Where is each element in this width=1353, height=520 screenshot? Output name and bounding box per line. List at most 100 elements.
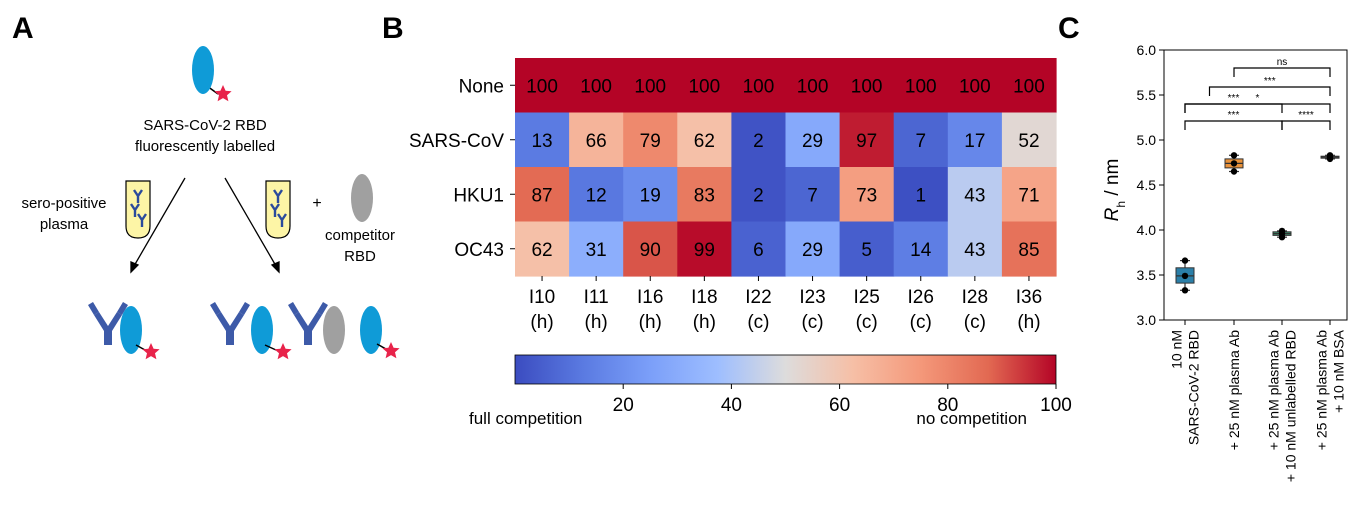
heatmap-cell: 6 (731, 221, 787, 277)
heatmap-column-label: I28 (962, 287, 988, 308)
plus-sign: + (312, 195, 321, 212)
heatmap-cell-fill (569, 112, 624, 168)
heatmap-cell-fill (515, 167, 570, 223)
panel-c-letter: C (1058, 12, 1080, 45)
heatmap-cell-value: 19 (640, 185, 661, 206)
heatmap-cell: 100 (569, 58, 624, 114)
heatmap-cell-fill (785, 112, 841, 168)
heatmap-cell-value: 100 (688, 76, 720, 97)
heatmap-column-sublabel: (c) (910, 312, 932, 333)
heatmap-cell-fill (677, 112, 732, 168)
heatmap-cell-value: 66 (586, 131, 607, 152)
heatmap-cell: 14 (893, 221, 949, 277)
heatmap-cell-value: 79 (640, 131, 661, 152)
heatmap-column-sublabel: (c) (856, 312, 878, 333)
significance-label: *** (1228, 93, 1240, 104)
significance-label: **** (1298, 110, 1314, 121)
heatmap-cell-value: 7 (807, 185, 818, 206)
heatmap-cell-value: 100 (905, 76, 937, 97)
colorbar-tick-label: 20 (613, 395, 634, 416)
heatmap-cell-value: 97 (856, 131, 877, 152)
heatmap-cell: 100 (623, 58, 678, 114)
heatmap-row-label: HKU1 (453, 185, 504, 206)
arrows (130, 177, 280, 274)
heatmap-cell-fill (569, 167, 624, 223)
data-point (1278, 227, 1286, 235)
heatmap-cell: 13 (515, 112, 570, 168)
heatmap-cell-value: 87 (531, 185, 552, 206)
x-tick-label: + 10 nM unlabelled RBD (1283, 330, 1299, 482)
y-tick-label: 5.0 (1137, 132, 1157, 148)
box (1224, 152, 1244, 325)
heatmap-cell: 87 (515, 167, 570, 223)
heatmap-cell: 100 (731, 58, 787, 114)
heatmap-cell: 85 (1001, 221, 1057, 277)
heatmap-cell-value: 13 (531, 131, 552, 152)
heatmap-cell: 66 (569, 112, 624, 168)
heatmap-cell: 100 (677, 58, 732, 114)
box (1175, 257, 1195, 325)
heatmap-cell: 100 (947, 58, 1003, 114)
plasma-tube-right-icon (265, 180, 291, 239)
heatmap-cell-value: 43 (964, 185, 985, 206)
heatmap-cell: 62 (515, 221, 570, 277)
heatmap-cell: 71 (1001, 167, 1057, 223)
rbd-shape (192, 46, 214, 94)
plasma-label-line2: plasma (40, 216, 89, 233)
labelled-rbd-illustration (192, 46, 232, 102)
heatmap-cell: 73 (839, 167, 895, 223)
heatmap-cell-fill (893, 167, 949, 223)
y-axis-label-sub: h (1114, 201, 1128, 208)
heatmap-cell-fill (731, 167, 787, 223)
heatmap-cell-fill (893, 221, 949, 277)
colorbar (514, 354, 1057, 385)
competitor-rbd-shape (351, 174, 373, 222)
significance-bracket: ns (1233, 57, 1331, 77)
panel-c-boxplot: C 3.03.54.04.55.05.56.0 Rh / nm ns******… (1058, 12, 1348, 482)
heatmap-cell-value: 100 (1013, 76, 1045, 97)
heatmap-cell-value: 99 (694, 240, 715, 261)
y-axis-label: Rh / nm (1102, 159, 1128, 222)
plasma-label-line1: sero-positive (21, 195, 106, 212)
antibody-rbd-complex-right (210, 302, 400, 360)
heatmap-cell-value: 7 (915, 131, 926, 152)
heatmap-cell-value: 71 (1018, 185, 1039, 206)
heatmap-column-sublabel: (h) (530, 312, 553, 333)
antibody-rbd-complex-left (88, 302, 160, 360)
arrow-left-head-icon (130, 261, 140, 274)
heatmap-row-label: OC43 (454, 240, 504, 261)
heatmap-cell-value: 17 (964, 131, 985, 152)
fluorophore-star-icon (214, 85, 232, 102)
heatmap-cell-fill (947, 58, 1003, 114)
heatmap-cell: 52 (1001, 112, 1057, 168)
heatmap-cell-value: 2 (753, 185, 764, 206)
heatmap-cell: 43 (947, 167, 1003, 223)
heatmap-cell: 7 (893, 112, 949, 168)
heatmap-cell: 90 (623, 221, 678, 277)
heatmap-cell: 17 (947, 112, 1003, 168)
heatmap-cell: 99 (677, 221, 732, 277)
plasma-tube-left-icon (125, 180, 151, 239)
heatmap-column-label: I22 (745, 287, 771, 308)
x-tick-label: + 25 nM plasma Ab (1226, 330, 1242, 450)
data-point (1326, 152, 1334, 159)
heatmap-cell: 100 (515, 58, 570, 114)
y-tick-label: 3.5 (1137, 267, 1157, 283)
y-tick-label: 5.5 (1137, 87, 1157, 103)
y-axis-label-main: R (1102, 207, 1123, 221)
heatmap-cell: 100 (1001, 58, 1057, 114)
y-tick-label: 4.5 (1137, 177, 1157, 193)
heatmap-cell-fill (623, 112, 678, 168)
heatmap-cell-value: 14 (910, 240, 932, 261)
heatmap-cell: 43 (947, 221, 1003, 277)
heatmap-cell: 7 (785, 167, 841, 223)
heatmap-cell-fill (731, 221, 787, 277)
bracket-line (1233, 67, 1331, 77)
heatmap-cell-fill (893, 112, 949, 168)
colorbar-label-right: no competition (916, 409, 1027, 428)
boxes (1175, 152, 1340, 325)
data-point (1230, 152, 1238, 159)
bracket-line (1184, 120, 1283, 130)
heatmap-cell-value: 100 (851, 76, 883, 97)
